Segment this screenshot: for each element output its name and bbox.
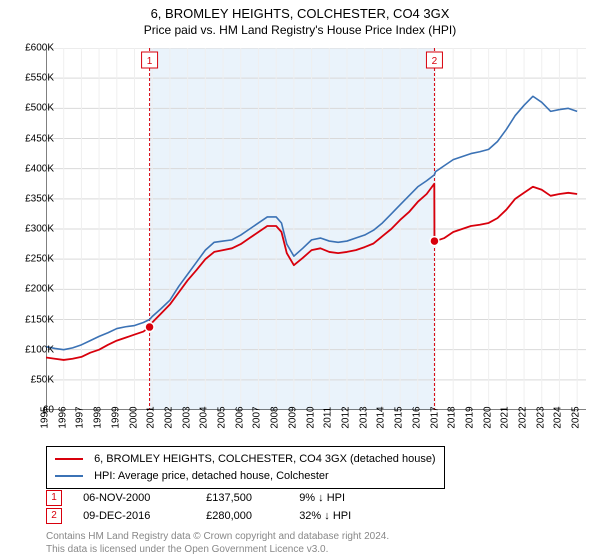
y-tick-label: £600K — [25, 43, 54, 54]
svg-text:1: 1 — [147, 56, 153, 67]
sale-number-box: 2 — [46, 508, 62, 524]
x-tick-label: 2006 — [234, 406, 245, 428]
legend-row: HPI: Average price, detached house, Colc… — [55, 468, 436, 485]
x-tick-label: 2003 — [181, 406, 192, 428]
x-tick-label: 2004 — [199, 406, 210, 428]
y-tick-label: £250K — [25, 254, 54, 265]
y-tick-label: £50K — [31, 374, 54, 385]
legend-swatch-icon — [55, 475, 83, 477]
sale-date: 09-DEC-2016 — [83, 510, 203, 522]
legend-label: HPI: Average price, detached house, Colc… — [94, 470, 329, 482]
sale-date: 06-NOV-2000 — [83, 492, 203, 504]
footer-line: Contains HM Land Registry data © Crown c… — [46, 530, 389, 543]
sale-price: £280,000 — [206, 510, 296, 522]
legend-label: 6, BROMLEY HEIGHTS, COLCHESTER, CO4 3GX … — [94, 453, 436, 465]
legend-box: 6, BROMLEY HEIGHTS, COLCHESTER, CO4 3GX … — [46, 446, 445, 489]
y-tick-label: £150K — [25, 314, 54, 325]
x-tick-label: 2013 — [358, 406, 369, 428]
x-tick-label: 2016 — [411, 406, 422, 428]
sale-price: £137,500 — [206, 492, 296, 504]
x-tick-label: 2019 — [465, 406, 476, 428]
y-tick-label: £300K — [25, 224, 54, 235]
x-tick-label: 2022 — [518, 406, 529, 428]
svg-text:2: 2 — [432, 56, 438, 67]
x-tick-label: 2020 — [482, 406, 493, 428]
x-tick-label: 2012 — [341, 406, 352, 428]
footer-line: This data is licensed under the Open Gov… — [46, 543, 389, 556]
x-tick-label: 2024 — [553, 406, 564, 428]
title-subtitle: Price paid vs. HM Land Registry's House … — [0, 23, 600, 37]
x-tick-label: 1995 — [40, 406, 51, 428]
x-tick-label: 2007 — [252, 406, 263, 428]
table-row: 2 09-DEC-2016 £280,000 32% ↓ HPI — [46, 508, 389, 526]
y-tick-label: £550K — [25, 73, 54, 84]
y-tick-label: £400K — [25, 163, 54, 174]
x-tick-label: 2014 — [376, 406, 387, 428]
legend-swatch-icon — [55, 458, 83, 460]
x-tick-label: 2010 — [305, 406, 316, 428]
x-tick-label: 2009 — [287, 406, 298, 428]
x-tick-label: 2023 — [535, 406, 546, 428]
x-tick-label: 1996 — [57, 406, 68, 428]
sales-table: 1 06-NOV-2000 £137,500 9% ↓ HPI 2 09-DEC… — [46, 490, 389, 526]
sale-delta: 9% ↓ HPI — [299, 492, 389, 504]
legend-row: 6, BROMLEY HEIGHTS, COLCHESTER, CO4 3GX … — [55, 451, 436, 468]
sale-number-box: 1 — [46, 490, 62, 506]
x-tick-label: 1998 — [93, 406, 104, 428]
x-tick-label: 2008 — [270, 406, 281, 428]
sale-delta: 32% ↓ HPI — [299, 510, 389, 522]
x-tick-label: 1999 — [110, 406, 121, 428]
y-tick-label: £450K — [25, 133, 54, 144]
y-tick-label: £100K — [25, 344, 54, 355]
x-tick-label: 2011 — [323, 407, 334, 429]
x-tick-label: 2017 — [429, 406, 440, 428]
chart-area: 12 — [46, 48, 586, 410]
x-tick-label: 2018 — [447, 406, 458, 428]
y-tick-label: £200K — [25, 284, 54, 295]
x-tick-label: 2021 — [500, 406, 511, 428]
x-tick-label: 2015 — [394, 406, 405, 428]
x-tick-label: 2000 — [128, 406, 139, 428]
x-tick-label: 2002 — [164, 406, 175, 428]
chart-svg: 12 — [46, 48, 586, 410]
x-tick-label: 2025 — [571, 406, 582, 428]
table-row: 1 06-NOV-2000 £137,500 9% ↓ HPI — [46, 490, 389, 508]
x-tick-label: 1997 — [75, 406, 86, 428]
y-tick-label: £350K — [25, 193, 54, 204]
x-tick-label: 2005 — [217, 406, 228, 428]
footer-attribution: Contains HM Land Registry data © Crown c… — [46, 530, 389, 556]
y-tick-label: £500K — [25, 103, 54, 114]
x-tick-label: 2001 — [146, 406, 157, 428]
chart-titles: 6, BROMLEY HEIGHTS, COLCHESTER, CO4 3GX … — [0, 0, 600, 37]
title-address: 6, BROMLEY HEIGHTS, COLCHESTER, CO4 3GX — [0, 6, 600, 21]
